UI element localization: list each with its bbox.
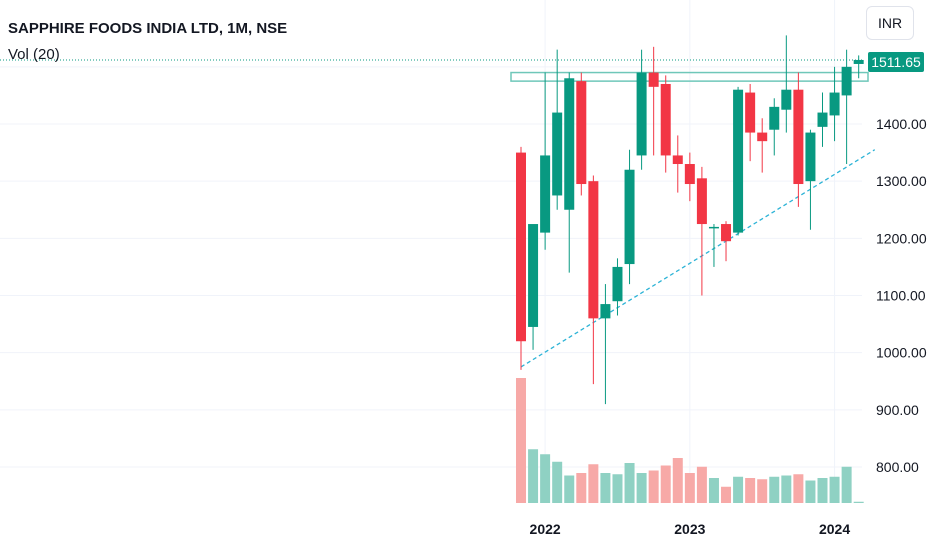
candle-body bbox=[696, 178, 707, 225]
candle-body bbox=[528, 224, 539, 327]
volume-bar bbox=[636, 473, 647, 503]
volume-bar bbox=[781, 475, 792, 503]
candle-body bbox=[805, 132, 816, 182]
volume-bar bbox=[696, 466, 707, 503]
volume-bars bbox=[516, 378, 864, 503]
candle-body bbox=[757, 132, 768, 142]
symbol-title: SAPPHIRE FOODS INDIA LTD, 1M, NSE bbox=[8, 20, 288, 37]
volume-bar bbox=[708, 478, 719, 503]
y-tick-label: 1200.00 bbox=[876, 230, 927, 246]
volume-bar bbox=[745, 478, 756, 503]
volume-bar bbox=[660, 465, 671, 503]
volume-bar bbox=[552, 461, 563, 503]
candle-body bbox=[672, 155, 683, 165]
volume-bar bbox=[721, 486, 732, 503]
y-tick-label: 1300.00 bbox=[876, 173, 927, 189]
volume-bar bbox=[733, 476, 744, 503]
volume-bar bbox=[817, 478, 828, 503]
grid-lines bbox=[0, 0, 862, 503]
candle-body bbox=[624, 169, 635, 265]
candle-body bbox=[600, 304, 611, 319]
volume-bar bbox=[757, 479, 768, 503]
volume-bar bbox=[853, 501, 864, 503]
currency-button[interactable]: INR bbox=[866, 6, 914, 40]
candle-body bbox=[829, 92, 840, 116]
volume-bar bbox=[672, 458, 683, 503]
x-tick-label: 2022 bbox=[530, 521, 561, 537]
volume-bar bbox=[528, 449, 539, 503]
volume-bar bbox=[612, 474, 623, 503]
volume-bar bbox=[564, 475, 575, 503]
y-tick-label: 900.00 bbox=[876, 402, 919, 418]
y-tick-label: 1100.00 bbox=[876, 288, 926, 304]
volume-bar bbox=[516, 378, 526, 503]
candle-body bbox=[853, 59, 864, 64]
candle-body bbox=[733, 89, 744, 233]
candlesticks bbox=[516, 35, 864, 405]
volume-bar bbox=[576, 473, 587, 503]
volume-bar bbox=[769, 476, 780, 503]
volume-bar bbox=[588, 464, 599, 503]
candle-body bbox=[684, 164, 695, 185]
candle-body bbox=[636, 72, 647, 156]
volume-bar bbox=[684, 473, 695, 503]
volume-bar bbox=[540, 454, 551, 503]
candle-body bbox=[660, 83, 671, 156]
candle-body bbox=[576, 81, 587, 185]
volume-bar bbox=[624, 463, 635, 503]
candle-body bbox=[769, 106, 780, 130]
y-tick-label: 1400.00 bbox=[876, 116, 927, 132]
annotations bbox=[0, 59, 876, 368]
resistance-zone bbox=[510, 71, 869, 82]
trendline bbox=[520, 149, 876, 368]
y-tick-label: 1000.00 bbox=[876, 345, 927, 361]
last-price-tag: 1511.65 bbox=[868, 52, 924, 72]
x-tick-label: 2024 bbox=[819, 521, 850, 537]
volume-bar bbox=[600, 473, 611, 503]
x-axis: 2022 2023 2024 bbox=[530, 521, 851, 537]
volume-bar bbox=[648, 470, 659, 503]
volume-bar bbox=[805, 480, 816, 503]
x-tick-label: 2023 bbox=[674, 521, 705, 537]
y-tick-label: 800.00 bbox=[876, 459, 919, 475]
volume-bar bbox=[793, 474, 804, 503]
candle-body bbox=[708, 226, 719, 229]
candle-body bbox=[540, 155, 551, 233]
candle-body bbox=[841, 66, 852, 96]
volume-bar bbox=[841, 466, 852, 503]
candle-body bbox=[793, 89, 804, 185]
y-axis: 1400.00 1300.00 1200.00 1100.00 1000.00 900.0… bbox=[876, 116, 927, 475]
candle-body bbox=[516, 152, 526, 342]
volume-indicator-label[interactable]: Vol (20) bbox=[8, 46, 60, 63]
volume-bar bbox=[829, 476, 840, 503]
candle-body bbox=[781, 89, 792, 110]
candle-body bbox=[552, 112, 563, 196]
candle-body bbox=[612, 266, 623, 302]
candle-body bbox=[745, 92, 756, 133]
candle-body bbox=[564, 78, 575, 210]
candle-body bbox=[648, 72, 659, 87]
candle-body bbox=[721, 224, 732, 242]
candle-body bbox=[817, 112, 828, 127]
candle-body bbox=[588, 181, 599, 319]
